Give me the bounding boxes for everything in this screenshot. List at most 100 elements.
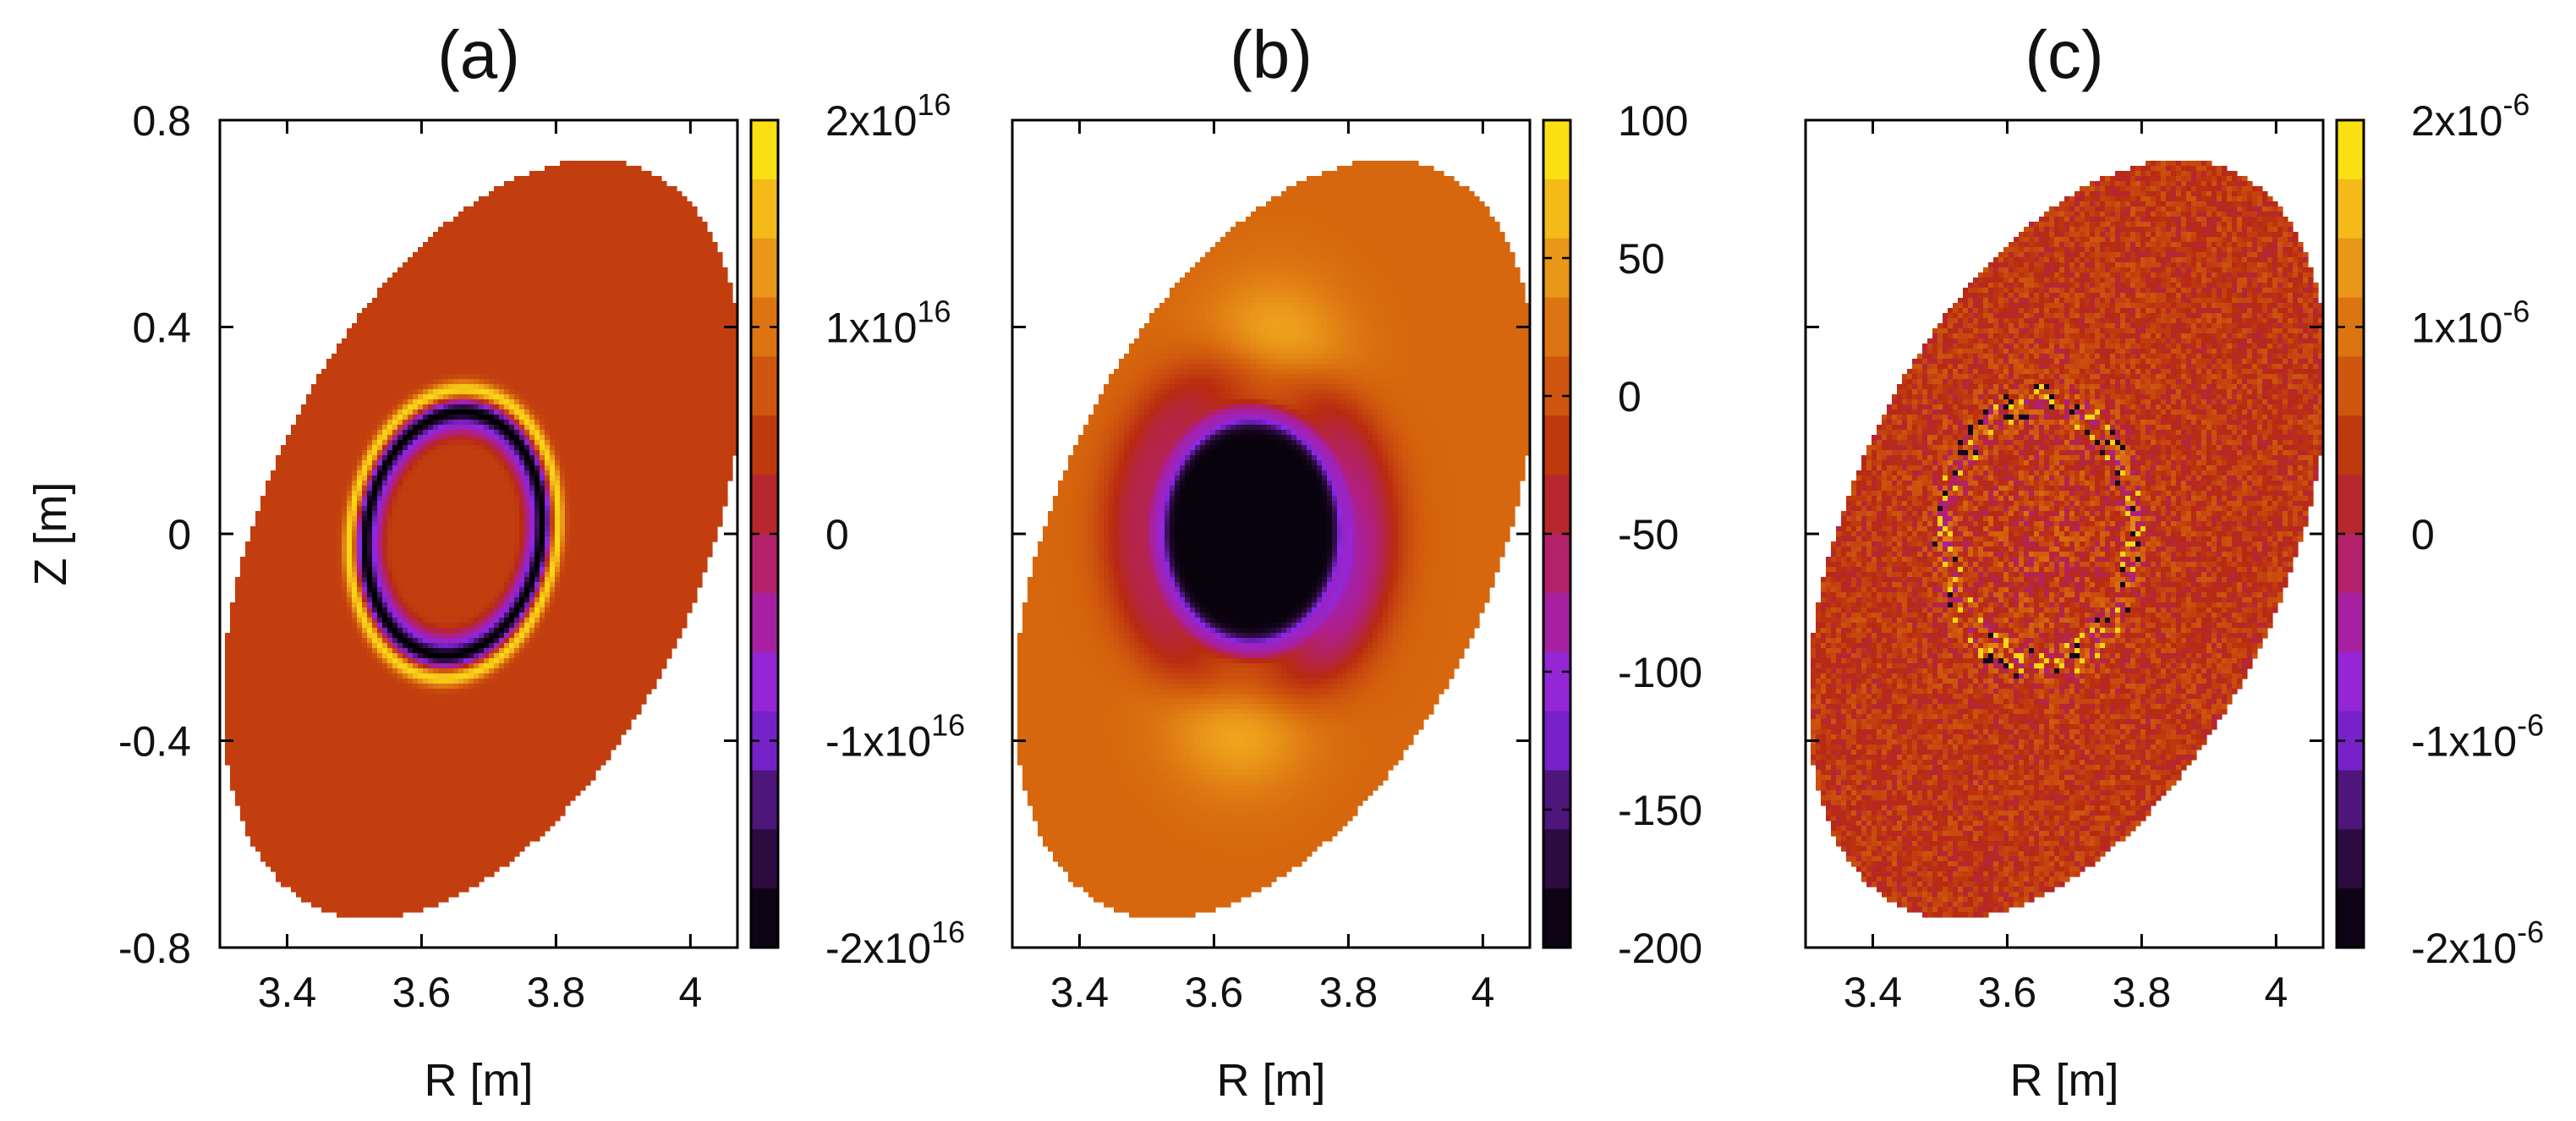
heatmap-cell <box>438 247 444 253</box>
heatmap-cell <box>560 486 566 492</box>
heatmap-cell <box>408 298 414 304</box>
heatmap-cell <box>651 369 657 375</box>
heatmap-cell <box>352 506 358 512</box>
heatmap-cell <box>413 308 419 314</box>
heatmap-cell <box>702 501 708 507</box>
heatmap-cell <box>316 389 322 395</box>
heatmap-cell <box>433 369 439 375</box>
heatmap-cell <box>367 379 373 385</box>
heatmap-cell <box>717 379 723 385</box>
heatmap-cell <box>474 262 480 268</box>
heatmap-cell <box>661 222 667 228</box>
heatmap-cell <box>545 343 551 349</box>
heatmap-cell <box>347 359 353 365</box>
heatmap-cell <box>677 379 682 385</box>
heatmap-cell <box>524 196 530 202</box>
heatmap-cell <box>479 278 485 283</box>
heatmap-cell <box>519 496 525 502</box>
heatmap-cell <box>611 217 617 223</box>
heatmap-cell <box>413 364 419 370</box>
heatmap-cell <box>590 278 596 283</box>
heatmap-cell <box>712 491 718 497</box>
heatmap-cell <box>565 313 571 319</box>
heatmap-cell <box>301 465 307 471</box>
heatmap-cell <box>458 475 464 481</box>
heatmap-cell <box>469 308 474 314</box>
heatmap-cell <box>666 506 672 512</box>
heatmap-cell <box>636 455 642 461</box>
heatmap-cell <box>661 217 667 223</box>
heatmap-cell <box>692 313 698 319</box>
heatmap-cell <box>555 389 561 395</box>
heatmap-cell <box>494 333 500 339</box>
heatmap-cell <box>677 293 682 299</box>
heatmap-cell <box>301 511 307 517</box>
heatmap-cell <box>646 394 652 400</box>
heatmap-cell <box>291 455 297 461</box>
heatmap-cell <box>382 425 388 431</box>
heatmap-cell <box>509 237 515 243</box>
heatmap-cell <box>636 293 642 299</box>
heatmap-cell <box>377 404 383 410</box>
heatmap-cell <box>595 506 601 512</box>
heatmap-cell <box>534 247 540 253</box>
heatmap-cell <box>347 491 353 497</box>
heatmap-cell <box>499 440 505 446</box>
heatmap-cell <box>291 491 297 497</box>
heatmap-cell <box>580 475 586 481</box>
heatmap-cell <box>626 237 632 243</box>
heatmap-cell <box>524 308 530 314</box>
heatmap-cell <box>656 201 662 207</box>
heatmap-cell <box>433 323 439 329</box>
heatmap-cell <box>489 399 495 405</box>
heatmap-cell <box>565 323 571 329</box>
heatmap-cell <box>692 257 698 263</box>
heatmap-cell <box>717 293 723 299</box>
heatmap-cell <box>474 278 480 283</box>
heatmap-cell <box>661 506 667 512</box>
heatmap-cell <box>590 232 596 238</box>
heatmap-cell <box>575 475 581 481</box>
heatmap-cell <box>712 415 718 420</box>
heatmap-cell <box>524 470 530 476</box>
heatmap-cell <box>489 440 495 446</box>
heatmap-cell <box>367 389 373 395</box>
heatmap-cell <box>428 506 434 512</box>
heatmap-cell <box>458 267 464 273</box>
heatmap-cell <box>367 313 373 319</box>
heatmap-cell <box>550 333 556 339</box>
heatmap-cell <box>606 323 611 329</box>
heatmap-cell <box>707 374 713 380</box>
heatmap-cell <box>550 470 556 476</box>
heatmap-cell <box>534 420 540 426</box>
heatmap-cell <box>484 475 490 481</box>
heatmap-cell <box>682 252 688 258</box>
heatmap-cell <box>438 394 444 400</box>
heatmap-cell <box>458 394 464 400</box>
heatmap-cell <box>534 222 540 228</box>
heatmap-cell <box>408 470 414 476</box>
heatmap-cell <box>555 445 561 451</box>
heatmap-cell <box>413 318 419 324</box>
heatmap-cell <box>479 333 485 339</box>
heatmap-cell <box>712 328 718 334</box>
heatmap-cell <box>707 465 713 471</box>
heatmap-cell <box>661 293 667 299</box>
heatmap-cell <box>428 333 434 339</box>
heatmap-cell <box>616 247 622 253</box>
heatmap-cell <box>697 435 703 441</box>
heatmap-cell <box>550 262 556 268</box>
heatmap-cell <box>641 237 647 243</box>
heatmap-cell <box>408 369 414 375</box>
heatmap-cell <box>712 359 718 365</box>
heatmap-cell <box>545 242 551 248</box>
heatmap-cell <box>418 384 424 390</box>
heatmap-cell <box>469 247 474 253</box>
heatmap-cell <box>306 415 312 420</box>
heatmap-cell <box>397 343 403 349</box>
heatmap-cell <box>606 252 611 258</box>
heatmap-cell <box>306 501 312 507</box>
heatmap-cell <box>524 333 530 339</box>
heatmap-cell <box>575 384 581 390</box>
heatmap-cell <box>529 445 535 451</box>
